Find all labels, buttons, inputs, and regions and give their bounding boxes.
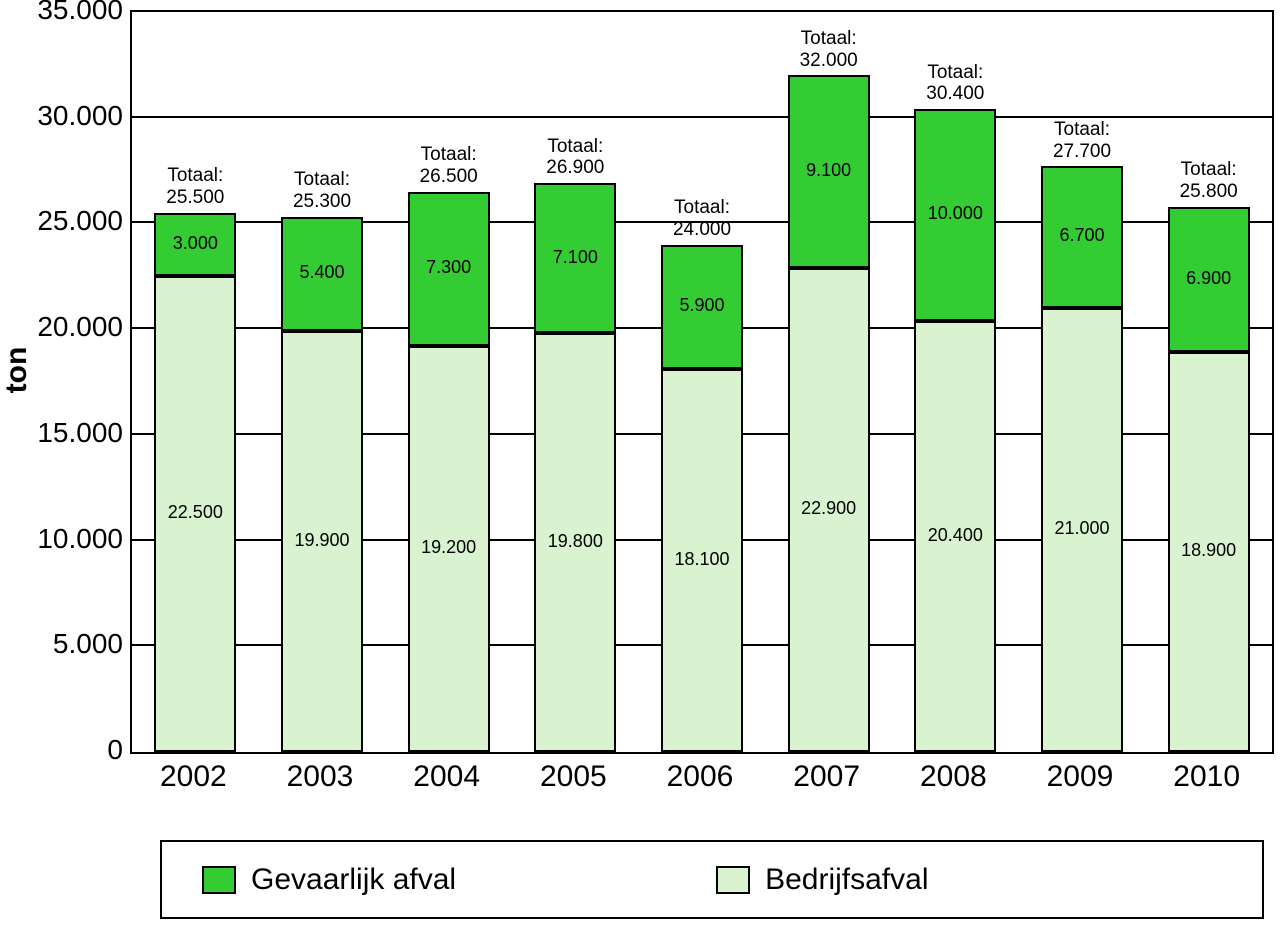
- legend-swatch-gevaarlijk: [202, 866, 236, 894]
- total-value: 25.500: [166, 187, 224, 208]
- bar-value-label: 7.300: [408, 258, 490, 278]
- bar-value-label: 19.200: [408, 538, 490, 558]
- legend-item-bedrijfs: Bedrijfsafval: [716, 863, 928, 897]
- xtick-label: 2003: [260, 760, 380, 794]
- bar-value-label: 5.400: [281, 263, 363, 283]
- xtick-label: 2004: [387, 760, 507, 794]
- total-value: 26.900: [546, 157, 604, 178]
- total-prefix: Totaal:: [801, 28, 857, 49]
- xtick-label: 2009: [1020, 760, 1140, 794]
- total-value: 24.000: [673, 219, 731, 240]
- xtick-label: 2008: [893, 760, 1013, 794]
- ytick-label: 25.000: [13, 205, 123, 237]
- legend: Gevaarlijk afval Bedrijfsafval: [160, 840, 1264, 919]
- legend-swatch-bedrijfs: [716, 866, 750, 894]
- bar-value-label: 22.900: [788, 499, 870, 519]
- bar-value-label: 20.400: [914, 526, 996, 546]
- total-prefix: Totaal:: [674, 197, 730, 218]
- bar-total-label: Totaal:32.000: [771, 28, 886, 72]
- bar-total-label: Totaal:27.700: [1024, 119, 1139, 163]
- bar-value-label: 3.000: [154, 234, 236, 254]
- total-prefix: Totaal:: [421, 144, 477, 165]
- bar-total-label: Totaal:26.900: [518, 136, 633, 180]
- xtick-label: 2010: [1147, 760, 1267, 794]
- ytick-label: 10.000: [13, 523, 123, 555]
- bar-value-label: 18.100: [661, 550, 743, 570]
- bars-container: 22.5003.000Totaal:25.50019.9005.400Totaa…: [132, 12, 1272, 752]
- bar-total-label: Totaal:25.800: [1151, 159, 1266, 203]
- ytick-label: 0: [13, 734, 123, 766]
- total-value: 25.800: [1180, 181, 1238, 202]
- bar-value-label: 19.800: [534, 532, 616, 552]
- total-prefix: Totaal:: [547, 136, 603, 157]
- ytick-label: 30.000: [13, 100, 123, 132]
- total-prefix: Totaal:: [167, 165, 223, 186]
- bar-value-label: 19.900: [281, 531, 363, 551]
- total-value: 30.400: [926, 83, 984, 104]
- xtick-label: 2002: [133, 760, 253, 794]
- bar-total-label: Totaal:26.500: [391, 144, 506, 188]
- bar-total-label: Totaal:30.400: [898, 62, 1013, 106]
- xtick-label: 2006: [640, 760, 760, 794]
- bar-total-label: Totaal:25.500: [138, 165, 253, 209]
- legend-label: Gevaarlijk afval: [251, 863, 456, 897]
- total-value: 32.000: [800, 50, 858, 71]
- xtick-label: 2005: [513, 760, 633, 794]
- bar-value-label: 5.900: [661, 296, 743, 316]
- bar-value-label: 6.700: [1041, 226, 1123, 246]
- ytick-label: 15.000: [13, 417, 123, 449]
- total-prefix: Totaal:: [294, 169, 350, 190]
- bar-total-label: Totaal:25.300: [264, 169, 379, 213]
- bar-value-label: 22.500: [154, 503, 236, 523]
- total-value: 26.500: [420, 166, 478, 187]
- legend-label: Bedrijfsafval: [765, 863, 928, 897]
- ytick-label: 20.000: [13, 311, 123, 343]
- bar-value-label: 21.000: [1041, 519, 1123, 539]
- total-value: 27.700: [1053, 141, 1111, 162]
- bar-value-label: 6.900: [1168, 269, 1250, 289]
- waste-chart: ton 0 5.000 10.000 15.000 20.000 25.000 …: [0, 0, 1288, 933]
- bar-value-label: 10.000: [914, 204, 996, 224]
- total-prefix: Totaal:: [927, 62, 983, 83]
- bar-value-label: 7.100: [534, 248, 616, 268]
- total-prefix: Totaal:: [1054, 119, 1110, 140]
- ytick-label: 35.000: [13, 0, 123, 26]
- xtick-label: 2007: [767, 760, 887, 794]
- bar-value-label: 18.900: [1168, 541, 1250, 561]
- total-value: 25.300: [293, 191, 351, 212]
- y-axis-title: ton: [0, 347, 34, 394]
- total-prefix: Totaal:: [1181, 159, 1237, 180]
- plot-area: 22.5003.000Totaal:25.50019.9005.400Totaa…: [130, 10, 1274, 754]
- bar-total-label: Totaal:24.000: [644, 197, 759, 241]
- ytick-label: 5.000: [13, 628, 123, 660]
- bar-value-label: 9.100: [788, 161, 870, 181]
- legend-item-gevaarlijk: Gevaarlijk afval: [202, 863, 456, 897]
